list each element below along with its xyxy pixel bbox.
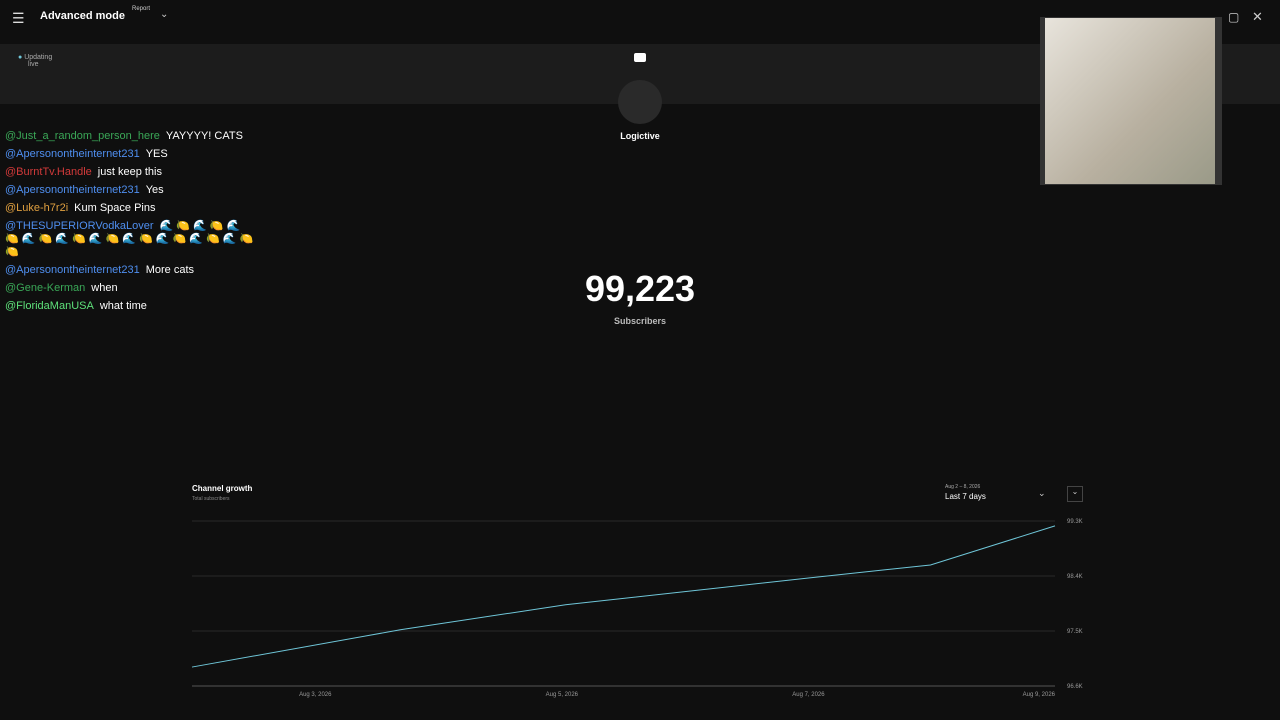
chat-text: Yes [145,184,164,196]
chat-message: @Apersonontheinternet231 Yes [5,184,255,197]
chat-text: More cats [145,264,195,276]
chat-user: @THESUPERIORVodkaLover [5,220,154,232]
chart-subtitle: Total subscribers [192,496,230,502]
y-tick-label: 97.5K [1067,629,1083,635]
status: ● Updating live [18,54,52,68]
status-mode: live [28,61,39,68]
chat-text: when [91,282,118,294]
chat-text: 🌊 🍋 🌊 🍋 🌊 🍋 🌊 🍋 🌊 🍋 🌊 🍋 🌊 🍋 🌊 🍋 🌊 🍋 🌊 🍋 … [5,220,254,258]
subscriber-label: Subscribers [613,316,667,326]
chat-message: @BurntTv.Handle just keep this [5,166,255,179]
chat-user: @Apersonontheinternet231 [5,184,140,196]
close-button[interactable]: ✕ [1252,9,1263,24]
series-line [191,525,1056,668]
chat-message: @FloridaManUSA what time [5,300,255,313]
subscriber-count: 99,223 [584,268,696,309]
x-tick-label: Aug 9, 2026 [1023,692,1056,698]
chat-text: YAYYYY! CATS [165,130,243,142]
menu-button[interactable]: ☰ [12,10,25,26]
chat-message: @Apersonontheinternet231 More cats [5,264,255,277]
channel-name: Logictive [620,131,660,141]
chat-message: @Apersonontheinternet231 YES [5,148,255,161]
chat-user: @Apersonontheinternet231 [5,148,140,160]
youtube-icon [634,53,646,62]
chat-text: what time [99,300,147,312]
y-tick-label: 96.6K [1067,684,1083,690]
chat-user: @Luke-h7r2i [5,202,69,214]
dropdown[interactable]: ⌄ [160,9,169,20]
chat-user: @Gene-Kerman [5,282,86,294]
chat: @Just_a_random_person_here YAYYYY! CATS @A… [5,130,255,318]
video-frame [1040,17,1222,185]
chat-message: @THESUPERIORVodkaLover 🌊 🍋 🌊 🍋 🌊 🍋 🌊 🍋 🌊 … [5,220,255,259]
chat-message: @Gene-Kerman when [5,282,255,295]
x-tick-label: Aug 5, 2026 [546,692,579,698]
chat-user: @Apersonontheinternet231 [5,264,140,276]
chat-text: Kum Space Pins [74,202,156,214]
report-menu[interactable]: Report [132,6,151,12]
period[interactable]: Last 7 days [945,492,986,501]
y-tick-label: 98.4K [1067,574,1083,580]
chat-user: @BurntTv.Handle [5,166,92,178]
chat-text: just keep this [97,166,162,178]
y-tick-label: 99.3K [1067,519,1083,525]
chat-text: YES [145,148,168,160]
status-state: Updating [24,54,53,61]
feedback-button[interactable]: ▢ [1228,10,1240,24]
x-tick-label: Aug 3, 2026 [299,692,332,698]
date-range: Aug 2 – 8, 2026 [945,484,981,490]
cat-video [1045,18,1215,184]
status-dot: ● [18,54,23,61]
expand-button[interactable]: ⌄ [1067,486,1083,502]
x-tick-label: Aug 7, 2026 [792,692,825,698]
channel-avatar [618,80,662,124]
period-dropdown[interactable]: ⌄ [1038,488,1046,498]
chat-message: @Luke-h7r2i Kum Space Pins [5,202,255,215]
chart-title: Channel growth [192,484,253,493]
chat-user: @Just_a_random_person_here [5,130,160,142]
header-title: Advanced mode [40,10,125,22]
chat-user: @FloridaManUSA [5,300,94,312]
chat-message: @Just_a_random_person_here YAYYYY! CATS [5,130,255,143]
